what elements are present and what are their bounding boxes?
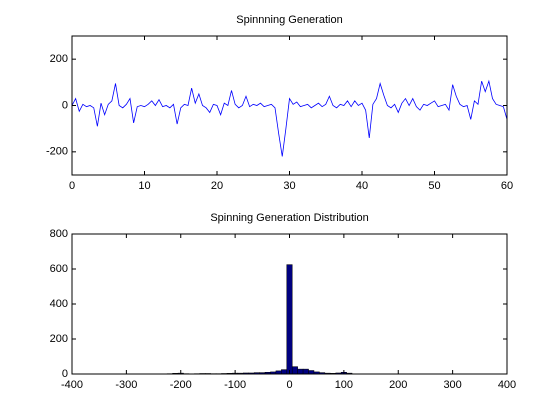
hist-bar [281,369,288,375]
x-tick-label: -400 [61,379,83,391]
chart-title: Spinnning Generation [236,14,342,26]
y-tick-label: 200 [50,333,68,345]
x-tick-label: 200 [389,379,407,391]
plot-area [72,36,507,175]
y-tick-label: 400 [50,298,68,310]
x-tick-label: 40 [356,180,368,192]
x-tick-label: 300 [443,379,461,391]
x-tick-label: -200 [170,379,192,391]
y-tick-label: 0 [62,368,68,380]
y-tick-label: 600 [50,263,68,275]
x-tick-label: 50 [428,180,440,192]
hist-bar [291,366,298,375]
y-tick-label: 800 [50,228,68,240]
x-tick-label: 10 [138,180,150,192]
hist-bar [297,368,304,375]
x-tick-label: 0 [69,180,75,192]
y-tick-label: 200 [50,53,68,65]
hist-bar [286,264,293,375]
x-tick-label: -300 [115,379,137,391]
x-tick-label: 30 [283,180,295,192]
chart-title: Spinning Generation Distribution [210,212,368,224]
hist-bar [308,370,315,375]
x-tick-label: 0 [286,379,292,391]
y-tick-label: 0 [62,99,68,111]
x-tick-label: 100 [335,379,353,391]
y-tick-label: -200 [46,146,68,158]
x-tick-label: 20 [211,180,223,192]
x-tick-label: 60 [501,180,513,192]
data-line [71,79,508,157]
x-tick-label: 400 [498,379,516,391]
hist-bar [302,368,309,375]
x-tick-label: -100 [224,379,246,391]
